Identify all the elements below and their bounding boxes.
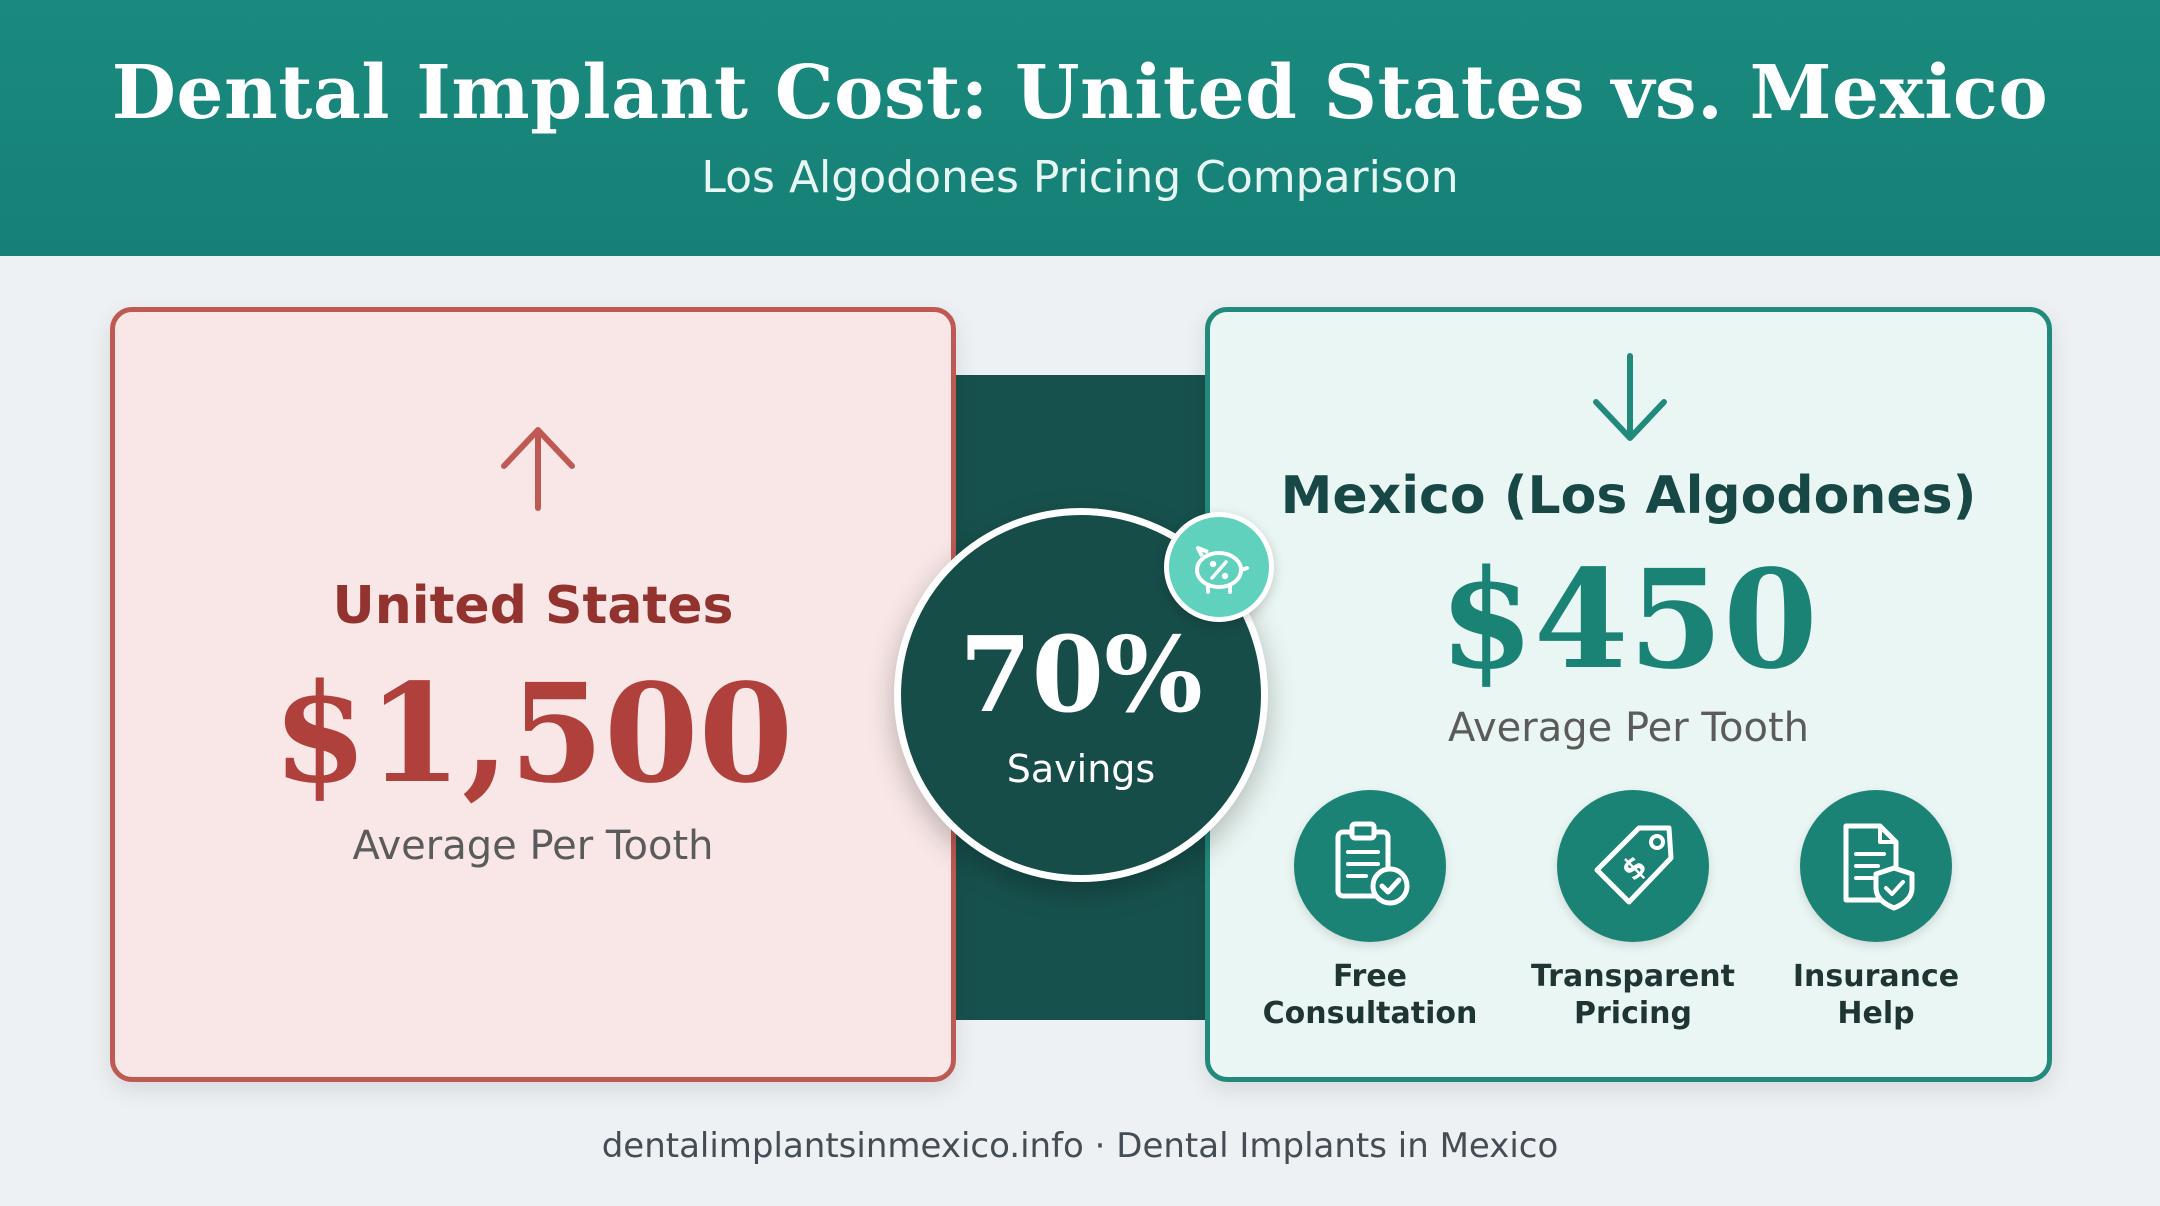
feature-label: Transparent Pricing [1531,959,1735,1031]
mexico-country-label: Mexico (Los Algodones) [1280,466,1977,526]
price-tag-icon: $ [1557,790,1709,942]
header-banner: Dental Implant Cost: United States vs. M… [0,0,2160,256]
feature-label: Insurance Help [1792,959,1960,1031]
arrow-up-icon [498,422,578,514]
mexico-price: $450 [1439,540,1818,700]
us-price-unit: Average Per Tooth [352,823,714,869]
page-subtitle: Los Algodones Pricing Comparison [701,152,1459,203]
piggy-bank-percent-icon [1164,512,1274,622]
us-country-label: United States [332,576,734,636]
feature-label: Free Consultation [1262,959,1478,1031]
footer-credit: dentalimplantsinmexico.info · Dental Imp… [601,1126,1559,1166]
clipboard-check-icon [1294,790,1446,942]
feature-insurance-help: Insurance Help [1766,790,1986,1032]
arrow-down-icon [1590,350,1670,446]
page-title: Dental Implant Cost: United States vs. M… [111,50,2049,136]
us-card: United States $1,500 Average Per Tooth [110,307,956,1082]
feature-transparent-pricing: $ Transparent Pricing [1523,790,1743,1032]
mexico-price-unit: Average Per Tooth [1447,705,1810,751]
document-shield-icon [1800,790,1952,942]
feature-free-consultation: Free Consultation [1260,790,1480,1032]
mexico-card: Mexico (Los Algodones) $450 Average Per … [1205,307,2052,1082]
us-price: $1,500 [272,654,794,814]
savings-label: Savings [1006,747,1156,791]
savings-value: 70% [959,613,1203,736]
